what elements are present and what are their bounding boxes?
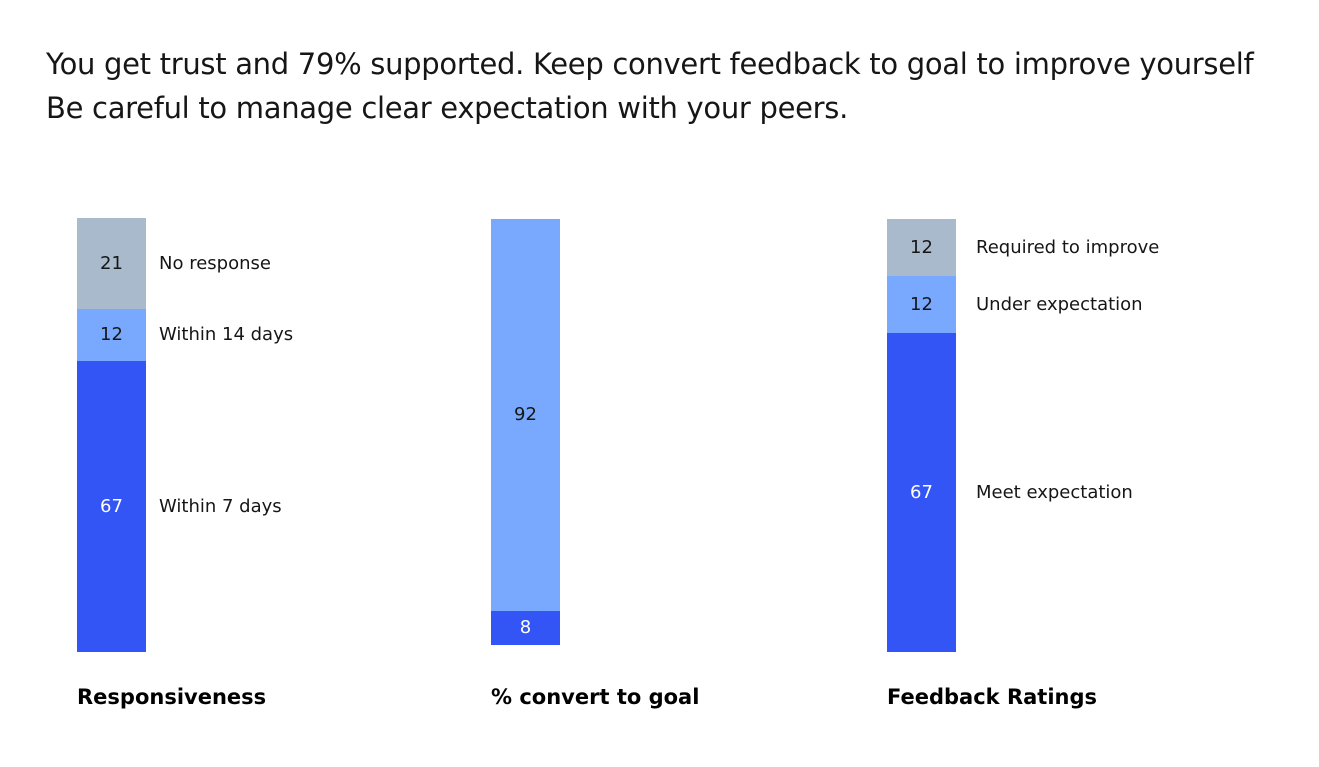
bar-segment-label: Meet expectation <box>976 481 1133 503</box>
bar-segment-under-expectation: 12 <box>887 276 956 333</box>
headline-line-2: Be careful to manage clear expectation w… <box>46 91 849 125</box>
bar-segment-value: 67 <box>100 495 123 517</box>
chart-title-convert-to-goal: % convert to goal <box>491 685 700 709</box>
bar-segment-value: 12 <box>100 324 123 345</box>
bar-segment-meet-expectation: 67 <box>887 333 956 652</box>
headline-line-1: You get trust and 79% supported. Keep co… <box>46 47 1254 81</box>
chart-title-feedback-ratings: Feedback Ratings <box>887 685 1097 709</box>
bar-segment-no-response: 21 <box>77 218 146 309</box>
bar-segment-label: Within 7 days <box>159 495 282 517</box>
bar-segment-within-14-days: 12 <box>77 309 146 361</box>
bar-segment-value: 92 <box>514 404 537 425</box>
bar-segment-value: 67 <box>910 481 933 503</box>
bar-segment-value: 12 <box>910 293 933 315</box>
bar-segment-value: 12 <box>910 236 933 258</box>
chart-title-responsiveness: Responsiveness <box>77 685 267 709</box>
bar-segment-label: No response <box>159 252 271 274</box>
headline: You get trust and 79% supported. Keep co… <box>46 42 1311 130</box>
bar-segment-chart2-segment-2: 8 <box>491 611 560 645</box>
bar-segment-label: Within 14 days <box>159 324 294 345</box>
bar-segment-required-to-improve: 12 <box>887 219 956 276</box>
bar-segment-value: 21 <box>100 252 123 274</box>
bar-segment-chart2-segment-1: 92 <box>491 219 560 611</box>
bar-segment-label: Under expectation <box>976 293 1143 315</box>
bar-segment-value: 8 <box>519 617 532 638</box>
bar-segment-within-7-days: 67 <box>77 361 146 652</box>
bar-segment-label: Required to improve <box>976 236 1160 258</box>
